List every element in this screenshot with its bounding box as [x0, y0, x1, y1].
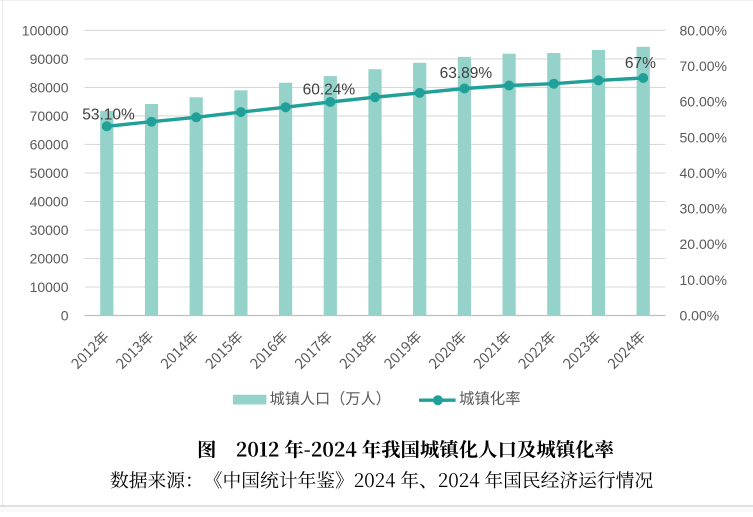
svg-text:30.00%: 30.00%: [680, 201, 727, 217]
svg-text:10000: 10000: [30, 279, 69, 295]
svg-text:70000: 70000: [30, 108, 69, 124]
svg-text:30000: 30000: [30, 222, 69, 238]
svg-text:53.10%: 53.10%: [82, 106, 135, 123]
svg-text:80.00%: 80.00%: [680, 22, 727, 38]
svg-text:100000: 100000: [22, 22, 69, 38]
svg-text:90000: 90000: [30, 51, 69, 67]
svg-text:20.00%: 20.00%: [680, 236, 727, 252]
svg-text:63.89%: 63.89%: [440, 65, 493, 82]
svg-text:80000: 80000: [30, 79, 69, 95]
svg-text:40000: 40000: [30, 194, 69, 210]
svg-text:40.00%: 40.00%: [680, 165, 727, 181]
svg-text:50000: 50000: [30, 165, 69, 181]
svg-text:50.00%: 50.00%: [680, 129, 727, 145]
svg-text:20000: 20000: [30, 251, 69, 267]
svg-text:10.00%: 10.00%: [680, 272, 727, 288]
svg-text:60000: 60000: [30, 136, 69, 152]
svg-text:60.00%: 60.00%: [680, 94, 727, 110]
svg-text:0: 0: [61, 308, 69, 324]
svg-text:60.24%: 60.24%: [303, 82, 356, 99]
svg-text:67%: 67%: [625, 55, 656, 72]
svg-text:70.00%: 70.00%: [680, 58, 727, 74]
svg-text:0.00%: 0.00%: [680, 308, 720, 324]
